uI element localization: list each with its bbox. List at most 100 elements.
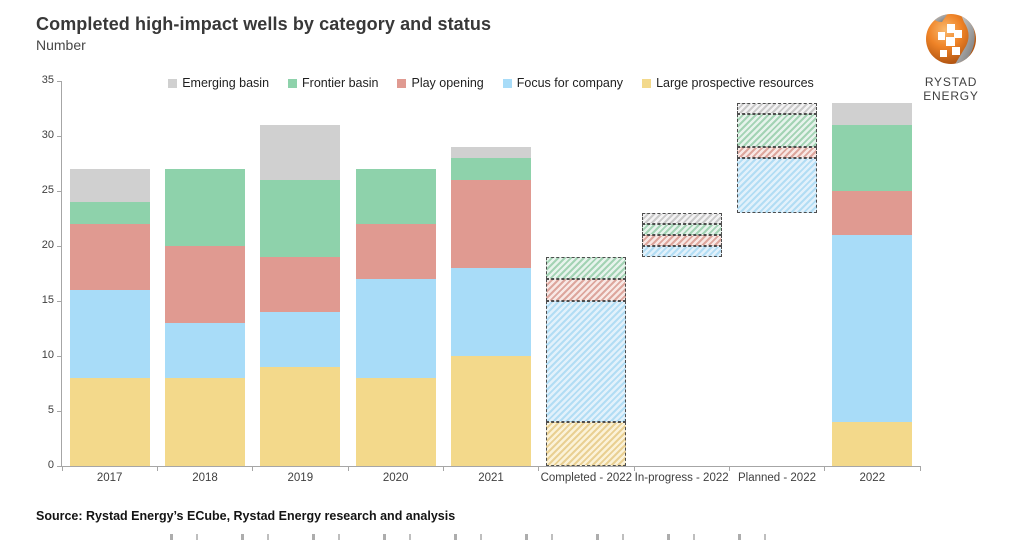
x-axis-tick [347, 467, 349, 471]
bar-segment-focus-for-company [165, 323, 245, 378]
y-axis-tick [57, 355, 61, 357]
legend-label: Frontier basin [302, 76, 379, 90]
legend-label: Focus for company [516, 76, 624, 90]
bar-segment-frontier-basin [355, 169, 436, 224]
legend-item-frontier-basin: Frontier basin [288, 76, 378, 90]
bar-segment-emerging-basin [737, 103, 817, 114]
y-axis-tick [57, 190, 61, 192]
legend-swatch-icon [502, 78, 512, 88]
bar-segment-emerging-basin [641, 213, 722, 224]
y-axis-tick [57, 245, 61, 247]
x-category-label: 2020 [382, 472, 409, 484]
y-axis-tick [57, 135, 61, 137]
bar-segment-frontier-basin [641, 224, 722, 235]
y-axis-tick [57, 465, 61, 467]
page-title: Completed high-impact wells by category … [36, 14, 492, 34]
x-category-label: 2022 [859, 472, 886, 484]
bar-segment-frontier-basin [69, 202, 150, 224]
y-axis-tick-label: 10 [41, 349, 54, 361]
bar-segment-play-opening [165, 246, 245, 323]
bar-segment-focus-for-company [260, 312, 341, 367]
bar-segment-frontier-basin [260, 180, 341, 257]
bar-segment-play-opening [355, 224, 436, 279]
bar-segment-frontier-basin [832, 125, 913, 191]
legend-swatch-icon [168, 78, 178, 88]
legend-swatch-icon [642, 78, 652, 88]
bar-segment-large-prospective-resources [832, 422, 913, 466]
x-axis-tick [156, 467, 158, 471]
bar-segment-focus-for-company [69, 290, 150, 378]
x-axis-tick [824, 467, 826, 471]
x-axis-line [61, 466, 921, 467]
globe-icon [926, 14, 976, 64]
bar-segment-emerging-basin [69, 169, 150, 202]
bar-segment-large-prospective-resources [451, 356, 531, 466]
y-axis-tick-label: 25 [41, 184, 54, 196]
x-axis-tick [633, 467, 635, 471]
bar-segment-play-opening [641, 235, 722, 246]
bar-segment-emerging-basin [451, 147, 531, 158]
bar-segment-large-prospective-resources [165, 378, 245, 466]
x-axis-tick [919, 467, 921, 471]
x-axis-tick [252, 467, 254, 471]
clipped-text-remnant [152, 534, 767, 540]
y-axis-line [61, 81, 62, 467]
bar-segment-play-opening [451, 180, 531, 268]
x-category-label: Completed - 2022 [540, 472, 633, 484]
y-axis-tick-label: 0 [47, 459, 54, 471]
bar-segment-play-opening [260, 257, 341, 312]
bar-segment-frontier-basin [165, 169, 245, 246]
legend-item-focus-for-company: Focus for company [502, 76, 624, 90]
x-axis-tick [61, 467, 63, 471]
legend-swatch-icon [397, 78, 407, 88]
bar-segment-frontier-basin [546, 257, 627, 279]
bar-segment-focus-for-company [451, 268, 531, 356]
bar-segment-focus-for-company [641, 246, 722, 257]
bar-segment-play-opening [737, 147, 817, 158]
chart-unit-label: Number [36, 37, 86, 53]
bar-segment-frontier-basin [737, 114, 817, 147]
y-axis-tick-label: 5 [47, 404, 54, 416]
rystad-logo: RYSTAD ENERGY [896, 10, 1006, 103]
x-category-label: 2021 [478, 472, 504, 484]
brand-name: RYSTAD ENERGY [923, 75, 979, 103]
bar-segment-focus-for-company [546, 301, 627, 422]
source-note: Source: Rystad Energy’s ECube, Rystad En… [36, 509, 456, 523]
legend-item-large-prospective-resources: Large prospective resources [642, 76, 814, 90]
bar-segment-focus-for-company [832, 235, 913, 422]
y-axis-tick-label: 30 [41, 129, 54, 141]
x-category-label: Planned - 2022 [737, 472, 816, 484]
bar-segment-emerging-basin [260, 125, 341, 180]
legend-swatch-icon [288, 78, 298, 88]
bar-segment-focus-for-company [737, 158, 817, 213]
x-axis-tick [728, 467, 730, 471]
y-axis-tick [57, 80, 61, 82]
bar-segment-large-prospective-resources [355, 378, 436, 466]
x-axis-tick [538, 467, 540, 471]
y-axis-tick [57, 300, 61, 302]
x-category-label: 2018 [192, 472, 218, 484]
bar-segment-play-opening [832, 191, 913, 235]
bar-segment-frontier-basin [451, 158, 531, 180]
x-category-label: In-progress - 2022 [634, 472, 729, 484]
x-category-label: 2017 [96, 472, 123, 484]
y-axis-tick-label: 15 [41, 294, 54, 306]
legend-label: Play opening [411, 76, 484, 90]
chart-legend: Emerging basin Frontier basin Play opening… [62, 76, 920, 90]
bar-segment-large-prospective-resources [260, 367, 341, 466]
bar-segment-large-prospective-resources [69, 378, 150, 466]
x-axis-tick [442, 467, 444, 471]
legend-item-play-opening: Play opening [397, 76, 484, 90]
bar-segment-play-opening [69, 224, 150, 290]
legend-item-emerging-basin: Emerging basin [168, 76, 269, 90]
bar-segment-play-opening [546, 279, 627, 301]
legend-label: Emerging basin [182, 76, 270, 90]
bar-segment-focus-for-company [355, 279, 436, 378]
y-axis-tick [57, 410, 61, 412]
bar-segment-large-prospective-resources [546, 422, 627, 466]
y-axis-tick-label: 20 [41, 239, 54, 251]
legend-label: Large prospective resources [656, 76, 814, 90]
y-axis-tick-label: 35 [41, 74, 54, 86]
bar-segment-emerging-basin [832, 103, 913, 125]
